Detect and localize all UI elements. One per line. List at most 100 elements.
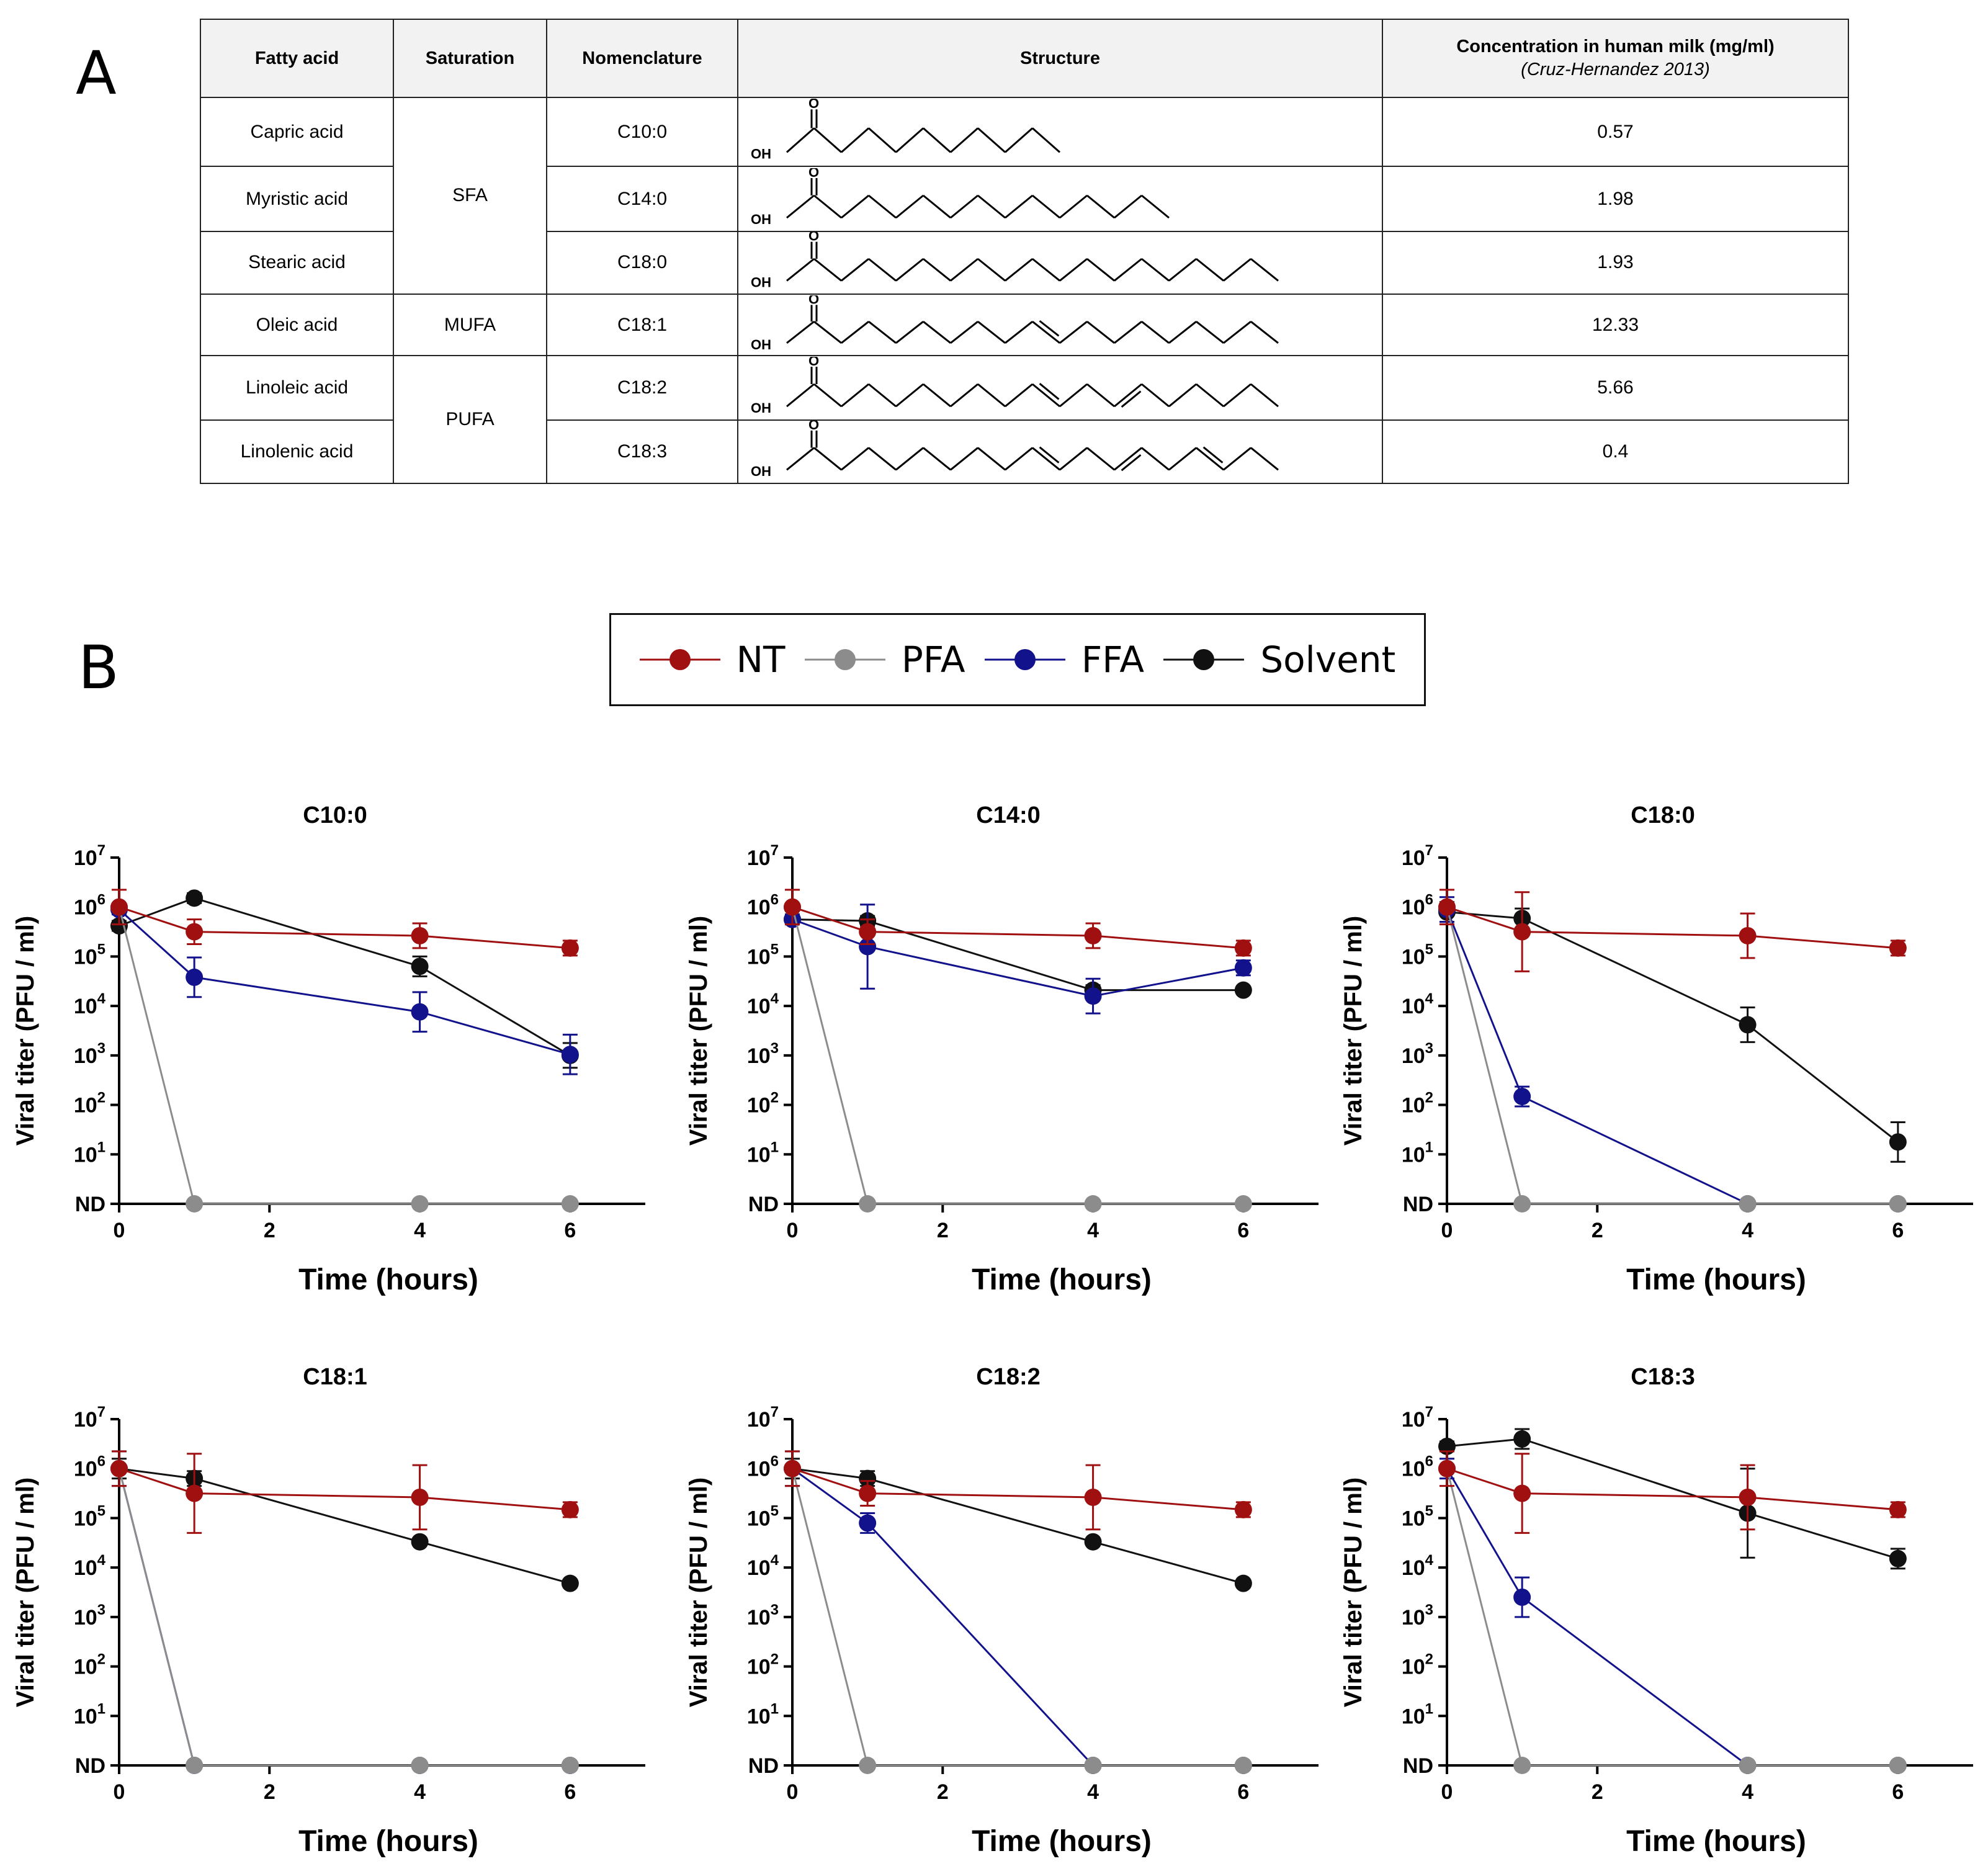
data-point <box>411 1195 429 1213</box>
legend-label-pfa: PFA <box>901 639 965 681</box>
bond <box>1005 320 1033 344</box>
bond <box>813 447 842 471</box>
bond <box>895 320 924 344</box>
bond <box>1005 383 1033 408</box>
bond <box>841 320 869 344</box>
series-line <box>1446 1468 1898 1767</box>
bond <box>1114 447 1142 471</box>
bond <box>1168 320 1197 344</box>
nomenclature: C14:0 <box>546 166 738 232</box>
bond <box>895 383 924 408</box>
y-tick-label: ND <box>748 1754 779 1778</box>
bond <box>1005 194 1033 218</box>
data-point <box>1084 1488 1102 1506</box>
x-axis-label: Time (hours) <box>972 1825 1152 1858</box>
data-point <box>1513 1484 1531 1502</box>
chart-title: C18:0 <box>1631 802 1695 828</box>
series-line <box>791 907 1243 1205</box>
legend-marker-pfa-icon <box>804 649 885 670</box>
series-line <box>119 1468 570 1511</box>
y-tick-label: 106 <box>1402 1453 1433 1481</box>
y-tick-label: 105 <box>1402 941 1433 969</box>
bond <box>868 127 897 153</box>
series-ffa <box>1438 1458 1907 1774</box>
x-axis-label: Time (hours) <box>298 1263 478 1296</box>
chart-title: C14:0 <box>976 802 1041 828</box>
bond <box>1196 258 1224 282</box>
y-tick-label: 101 <box>74 1700 105 1728</box>
data-point <box>859 1514 877 1532</box>
hydroxyl-label: OH <box>751 146 771 161</box>
bond <box>1114 258 1142 282</box>
bond <box>841 383 869 408</box>
bond <box>895 127 924 153</box>
series-solvent <box>1438 1428 1907 1570</box>
double-bond <box>1121 454 1142 472</box>
bond <box>950 258 978 282</box>
bond <box>1196 447 1224 471</box>
series-nt <box>1438 1450 1907 1534</box>
nomenclature: C10:0 <box>546 96 738 168</box>
bond <box>1168 383 1197 408</box>
fatty-acid-name: Capric acid <box>200 96 394 168</box>
double-bond <box>1039 320 1060 337</box>
legend-label-ffa: FFA <box>1081 639 1144 681</box>
y-tick-label: 105 <box>74 1502 105 1530</box>
y-tick-label: 102 <box>1402 1651 1433 1679</box>
bond <box>1114 194 1142 218</box>
concentration-value: 5.66 <box>1382 355 1849 421</box>
data-point <box>1084 1757 1102 1774</box>
bond <box>950 447 978 471</box>
data-point <box>1889 1549 1907 1567</box>
x-tick-label: 2 <box>1592 1219 1603 1242</box>
bond <box>1059 320 1088 344</box>
x-tick-label: 4 <box>414 1780 426 1804</box>
data-point <box>1234 959 1252 977</box>
bond <box>1141 447 1170 471</box>
data-point <box>1889 1195 1907 1213</box>
series-ffa <box>1438 896 1907 1213</box>
series-line <box>792 1468 1243 1511</box>
y-tick-label: 106 <box>747 1453 779 1481</box>
data-point <box>1438 1459 1456 1477</box>
series-ffa <box>784 1450 1252 1774</box>
bond <box>1005 127 1033 153</box>
data-point <box>1513 1195 1531 1213</box>
y-tick-label: 104 <box>747 1552 779 1580</box>
x-tick-label: 2 <box>937 1780 949 1804</box>
data-point <box>1234 1500 1252 1518</box>
legend-item-solvent: Solvent <box>1163 639 1395 681</box>
bond <box>1141 194 1170 218</box>
data-point <box>1739 1016 1757 1034</box>
molecule-structure: O OH <box>751 99 1060 161</box>
structure-cell: O OH <box>737 419 1383 485</box>
data-point <box>1739 926 1757 944</box>
x-tick-label: 4 <box>1087 1219 1099 1242</box>
bond <box>1141 383 1170 408</box>
data-point <box>561 1500 579 1518</box>
hydroxyl-label: OH <box>751 400 771 416</box>
y-tick-label: 102 <box>74 1090 105 1118</box>
bond <box>895 194 924 218</box>
bond <box>1250 320 1279 344</box>
structure-cell: O OH <box>737 293 1383 357</box>
bond <box>1059 194 1088 218</box>
x-tick-label: 6 <box>564 1219 576 1242</box>
data-point <box>1739 1195 1757 1213</box>
chart-c18-3: C18:3 ND 101 102 103 104 105 106 107 0 2 4 6 Time (ho… <box>1340 1364 1973 1858</box>
x-tick-label: 0 <box>114 1219 125 1242</box>
data-point <box>561 939 579 957</box>
legend-item-ffa: FFA <box>984 639 1144 681</box>
fatty-acid-name: Stearic acid <box>200 230 394 295</box>
legend-marker-nt-icon <box>639 649 720 670</box>
nomenclature: C18:3 <box>546 419 738 485</box>
bond <box>841 447 869 471</box>
bond <box>1059 383 1088 408</box>
x-tick-label: 0 <box>114 1780 125 1804</box>
series-line <box>1446 1468 1898 1767</box>
series-nt <box>110 1450 579 1534</box>
x-tick-label: 6 <box>564 1780 576 1804</box>
series-solvent <box>784 1458 1252 1592</box>
data-point <box>1234 939 1252 957</box>
series-line <box>792 906 1243 949</box>
